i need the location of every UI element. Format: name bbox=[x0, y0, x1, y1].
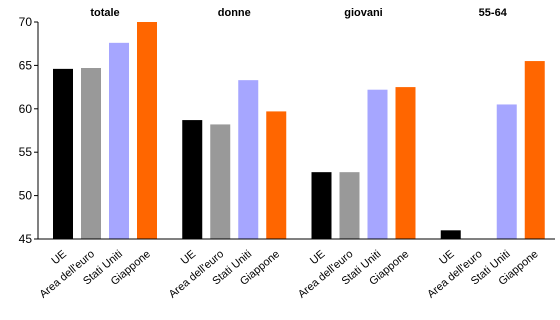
x-tick-label: UE bbox=[179, 248, 198, 267]
x-tick-label: UE bbox=[50, 248, 69, 267]
bar bbox=[311, 172, 332, 239]
bar bbox=[339, 172, 360, 239]
bar bbox=[395, 87, 416, 239]
bar bbox=[524, 61, 545, 240]
y-tick-label: 70 bbox=[19, 15, 33, 29]
x-tick-label: UE bbox=[308, 248, 327, 267]
bar bbox=[210, 124, 231, 239]
group-label: donne bbox=[218, 7, 251, 19]
bar bbox=[440, 230, 461, 239]
group-label: giovani bbox=[344, 7, 383, 19]
y-tick-label: 50 bbox=[19, 189, 33, 203]
group-label: 55-64 bbox=[479, 7, 508, 19]
bar bbox=[367, 89, 388, 239]
y-tick-label: 45 bbox=[19, 232, 33, 246]
y-tick-label: 55 bbox=[19, 145, 33, 159]
group-label: totale bbox=[90, 7, 119, 19]
y-tick-label: 60 bbox=[19, 102, 33, 116]
bar bbox=[238, 80, 259, 239]
y-tick-label: 65 bbox=[19, 58, 33, 72]
bar bbox=[109, 42, 129, 239]
bar bbox=[53, 68, 73, 239]
bar bbox=[182, 120, 203, 239]
bar bbox=[496, 104, 517, 240]
bar bbox=[81, 68, 101, 239]
bar bbox=[266, 111, 287, 239]
x-tick-label: UE bbox=[437, 248, 456, 267]
bar bbox=[137, 22, 157, 239]
